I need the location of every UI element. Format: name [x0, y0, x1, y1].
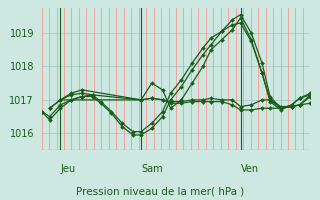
Text: Jeu: Jeu: [60, 164, 76, 174]
Text: Ven: Ven: [241, 164, 259, 174]
Text: Sam: Sam: [141, 164, 163, 174]
Text: Pression niveau de la mer( hPa ): Pression niveau de la mer( hPa ): [76, 186, 244, 196]
